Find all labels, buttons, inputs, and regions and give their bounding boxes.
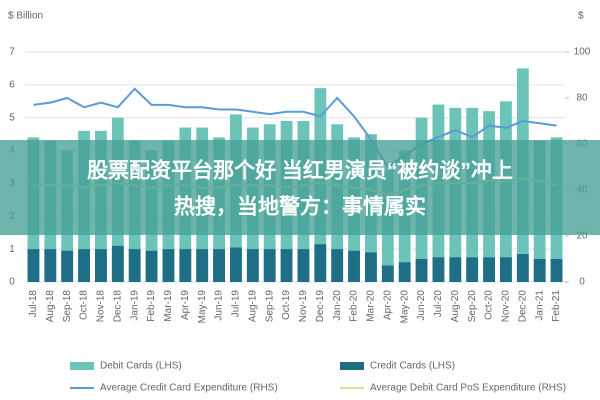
y-tick-label: 6 xyxy=(9,79,15,90)
y2-axis-label: $ xyxy=(578,11,584,22)
x-tick-label: Jul-18 xyxy=(28,290,39,318)
bar xyxy=(432,257,445,282)
bar xyxy=(213,249,225,282)
x-tick-label: Nov-19 xyxy=(298,290,309,323)
x-tick-label: Aug-20 xyxy=(450,290,461,323)
bar xyxy=(500,257,512,282)
legend-label: Credit Cards (LHS) xyxy=(370,361,455,372)
x-tick-label: Sep-19 xyxy=(264,290,275,323)
y2-tick-label: 80 xyxy=(576,93,588,104)
banner-background xyxy=(0,140,600,235)
bar xyxy=(196,249,209,282)
x-tick-label: Feb-21 xyxy=(551,290,562,322)
bar xyxy=(314,244,327,282)
bar xyxy=(449,257,462,282)
x-tick-label: Sep-18 xyxy=(62,290,73,323)
x-tick-label: Sep-20 xyxy=(467,290,478,323)
bar xyxy=(230,247,242,282)
bar xyxy=(348,250,360,282)
x-tick-label: Jun-20 xyxy=(416,290,427,321)
legend-label: Average Debit Card PoS Expenditure (RHS) xyxy=(370,383,566,394)
x-tick-label: Dec-19 xyxy=(315,290,326,323)
bar xyxy=(331,249,344,282)
bar xyxy=(415,259,428,282)
x-tick-label: Apr-20 xyxy=(382,290,393,320)
bar xyxy=(44,249,57,282)
x-tick-label: Jul-20 xyxy=(433,290,444,318)
x-tick-label: Nov-18 xyxy=(96,290,107,323)
bar xyxy=(365,252,377,282)
legend-swatch xyxy=(70,362,94,370)
x-tick-label: Mar-20 xyxy=(366,290,377,322)
x-tick-label: Oct-18 xyxy=(79,290,90,320)
bar xyxy=(179,249,192,282)
bar xyxy=(263,249,276,282)
x-tick-label: Jul-19 xyxy=(231,290,242,318)
y-tick-label: 0 xyxy=(9,277,15,288)
x-tick-label: Nov-20 xyxy=(501,290,512,323)
x-tick-label: Feb-19 xyxy=(146,290,157,322)
bar xyxy=(111,245,124,282)
x-tick-label: Aug-19 xyxy=(247,290,258,323)
y2-tick-label: 0 xyxy=(579,277,585,288)
x-tick-label: Jan-21 xyxy=(534,290,545,321)
x-tick-label: Oct-19 xyxy=(281,290,292,320)
bar xyxy=(381,265,394,282)
banner-text: 股票配资平台那个好 当红男演员“被约谈”冲上 xyxy=(87,159,513,183)
x-tick-label: Feb-20 xyxy=(349,290,360,322)
bar xyxy=(78,249,90,282)
x-tick-label: Apr-19 xyxy=(180,290,191,320)
x-tick-label: Jan-20 xyxy=(332,290,343,321)
x-tick-label: May-20 xyxy=(399,290,410,324)
x-tick-label: Jun-19 xyxy=(214,290,225,321)
legend-label: Debit Cards (LHS) xyxy=(100,361,182,372)
x-tick-label: May-19 xyxy=(197,290,208,324)
bar xyxy=(466,257,479,282)
y-axis-label: $ Billion xyxy=(8,11,43,22)
bar xyxy=(61,250,74,282)
bar xyxy=(483,257,495,282)
bar xyxy=(95,249,107,282)
x-tick-label: Aug-18 xyxy=(45,290,56,323)
bar xyxy=(27,249,40,282)
line xyxy=(33,87,557,169)
x-tick-label: Jan-19 xyxy=(129,290,140,321)
bar xyxy=(297,249,310,282)
y2-tick-label: 20 xyxy=(576,231,588,242)
bar xyxy=(246,249,259,282)
x-tick-label: Mar-19 xyxy=(163,290,174,322)
bar xyxy=(280,249,293,282)
x-tick-label: Oct-20 xyxy=(484,290,495,320)
y2-tick-label: 100 xyxy=(574,47,591,58)
bar xyxy=(128,249,141,282)
bar xyxy=(145,250,158,282)
legend-label: Average Credit Card Expenditure (RHS) xyxy=(100,383,278,394)
banner-text: 热搜，当地警方：事情属实 xyxy=(174,195,426,219)
bar xyxy=(516,254,529,282)
x-tick-label: Dec-20 xyxy=(517,290,528,323)
bar xyxy=(398,262,411,282)
y-tick-label: 1 xyxy=(9,244,15,255)
bar xyxy=(162,249,175,282)
y-tick-label: 7 xyxy=(9,47,15,58)
bar xyxy=(533,259,546,282)
legend-swatch xyxy=(340,362,364,370)
bar xyxy=(550,259,563,282)
y-tick-label: 5 xyxy=(9,112,15,123)
x-tick-label: Dec-18 xyxy=(112,290,123,323)
